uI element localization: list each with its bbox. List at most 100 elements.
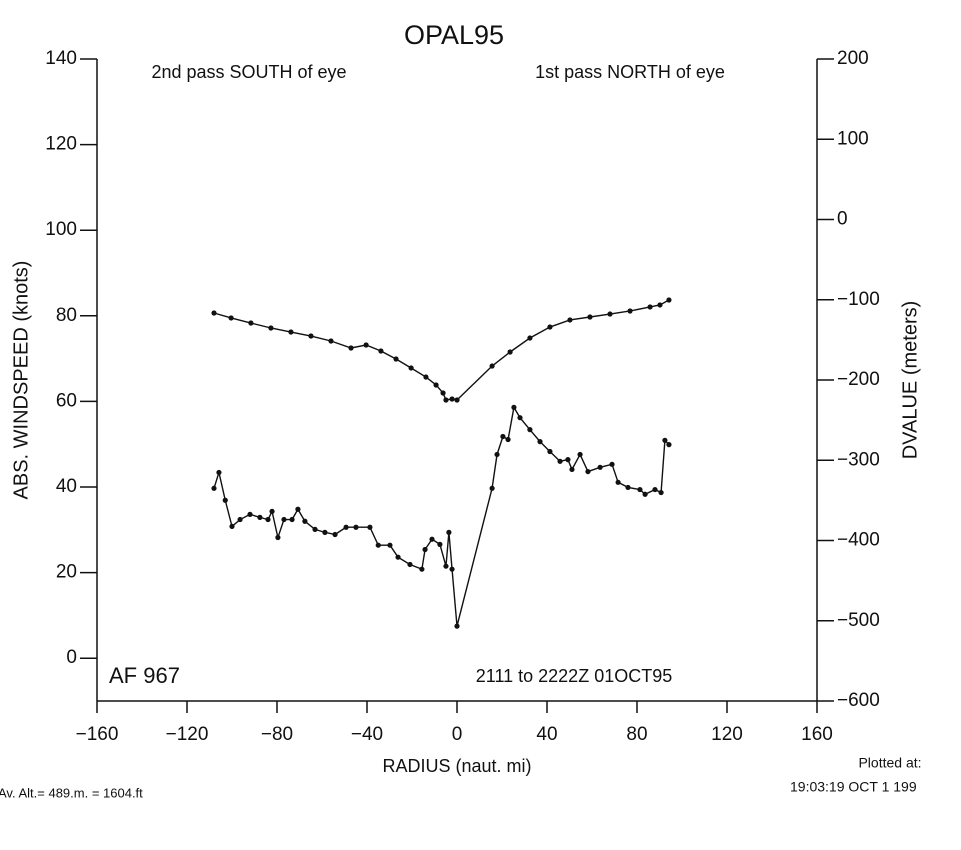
data-point xyxy=(666,297,672,303)
data-point xyxy=(302,518,308,524)
data-point xyxy=(527,427,533,433)
data-point xyxy=(216,469,222,476)
y-tick-label: 100 xyxy=(45,219,77,240)
data-point xyxy=(494,451,500,458)
annotation: 2nd pass SOUTH of eye xyxy=(151,62,346,82)
data-point xyxy=(367,524,373,530)
y-tick-label: 0 xyxy=(66,647,77,668)
data-point xyxy=(211,485,217,491)
data-point xyxy=(265,516,271,523)
data-point xyxy=(625,484,631,491)
data-point xyxy=(247,511,253,517)
data-point xyxy=(422,546,428,553)
annotation: 19:03:19 OCT 1 199 xyxy=(790,779,917,795)
x-tick-label: −40 xyxy=(351,724,383,745)
chart-title: OPAL95 xyxy=(404,20,504,50)
data-point xyxy=(585,468,591,475)
x-tick-label: 0 xyxy=(452,724,463,745)
data-point xyxy=(658,489,664,496)
y2-tick-label: 200 xyxy=(837,48,869,69)
data-point xyxy=(505,436,511,443)
data-point xyxy=(443,563,449,569)
data-point xyxy=(642,491,648,497)
data-point xyxy=(348,345,354,351)
data-point xyxy=(229,523,235,529)
data-point xyxy=(211,310,217,316)
annotation: Plotted at: xyxy=(858,755,921,771)
data-point xyxy=(375,542,381,548)
data-point xyxy=(657,302,663,308)
y2-axis-label: DVALUE (meters) xyxy=(899,301,921,460)
series-line xyxy=(213,299,670,401)
data-point xyxy=(289,516,295,523)
y-tick-label: 20 xyxy=(56,562,77,583)
data-point xyxy=(615,479,621,485)
x-tick-label: −160 xyxy=(76,724,119,745)
y-tick-label: 120 xyxy=(45,134,77,155)
data-point xyxy=(363,342,369,348)
data-point xyxy=(328,338,334,344)
data-point xyxy=(407,561,413,568)
data-point xyxy=(446,529,452,535)
data-point xyxy=(295,506,301,512)
data-point xyxy=(228,315,234,321)
data-point xyxy=(408,365,414,371)
y2-tick-label: −300 xyxy=(837,449,880,470)
y-tick-label: 80 xyxy=(56,305,77,326)
x-tick-label: 40 xyxy=(536,724,557,745)
data-point xyxy=(222,497,228,503)
data-point xyxy=(489,363,495,369)
data-point xyxy=(353,524,359,530)
annotation: AF 967 xyxy=(109,663,180,688)
data-point xyxy=(454,623,460,629)
data-point xyxy=(565,457,571,463)
x-tick-label: 80 xyxy=(626,724,647,745)
data-point xyxy=(332,531,338,538)
data-point xyxy=(443,397,449,403)
y2-tick-label: 0 xyxy=(837,209,848,230)
data-point xyxy=(454,397,460,403)
data-point xyxy=(489,485,495,491)
data-point xyxy=(440,390,446,396)
data-point xyxy=(627,308,633,314)
y-tick-label: 140 xyxy=(45,48,77,69)
data-point xyxy=(449,566,455,572)
data-point xyxy=(308,333,314,339)
data-point xyxy=(387,542,393,548)
y2-tick-label: 100 xyxy=(837,128,869,149)
y2-tick-label: −200 xyxy=(837,369,880,390)
x-axis-label: RADIUS (naut. mi) xyxy=(382,756,531,776)
data-point xyxy=(517,415,523,421)
x-tick-label: −120 xyxy=(166,724,209,745)
data-point xyxy=(652,486,658,493)
x-tick-label: 120 xyxy=(711,724,743,745)
data-point xyxy=(419,566,425,572)
data-point xyxy=(343,524,349,530)
y-tick-label: 60 xyxy=(56,390,77,411)
data-point xyxy=(288,329,294,335)
data-point xyxy=(429,536,435,542)
data-point xyxy=(449,396,455,402)
data-point xyxy=(607,311,613,317)
data-point xyxy=(527,335,533,341)
data-point xyxy=(507,349,513,355)
data-point xyxy=(547,324,553,330)
y2-tick-label: −500 xyxy=(837,610,880,631)
data-point xyxy=(248,320,254,326)
data-point xyxy=(312,526,318,532)
data-point xyxy=(268,325,274,331)
x-tick-label: −80 xyxy=(261,724,293,745)
data-point xyxy=(609,461,615,467)
data-point xyxy=(395,554,401,560)
data-point xyxy=(378,348,384,354)
data-point xyxy=(647,304,653,310)
data-point xyxy=(257,514,263,520)
x-tick-label: 160 xyxy=(801,724,833,745)
data-point xyxy=(393,356,399,362)
data-point xyxy=(587,314,593,320)
annotation: 2111 to 2222Z 01OCT95 xyxy=(476,666,672,686)
data-point xyxy=(567,317,573,323)
data-point xyxy=(511,404,517,410)
data-point xyxy=(637,486,643,493)
